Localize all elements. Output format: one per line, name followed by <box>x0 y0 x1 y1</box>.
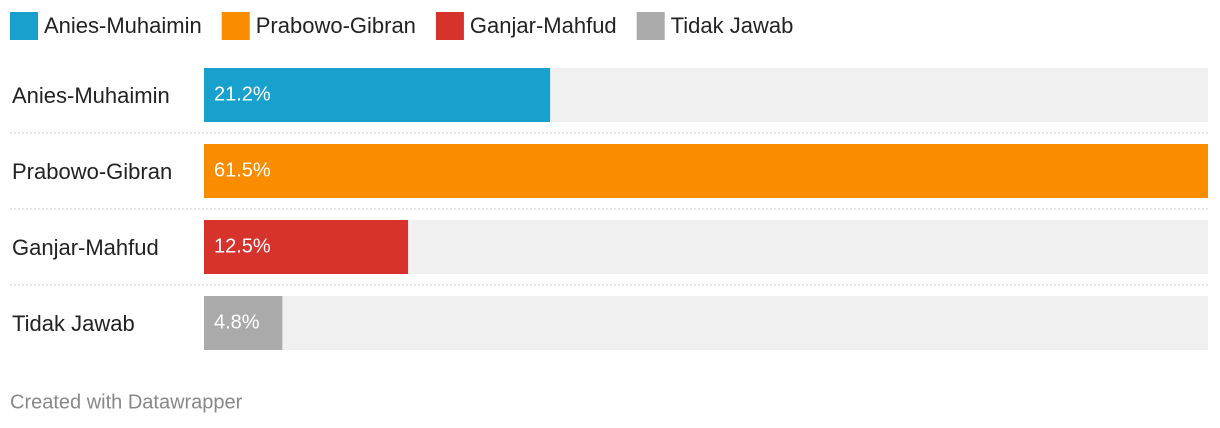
legend-swatch <box>435 12 464 40</box>
legend-label: Ganjar-Mahfud <box>470 13 617 38</box>
category-label: Ganjar-Mahfud <box>12 235 159 260</box>
legend-label: Tidak Jawab <box>671 13 794 38</box>
legend-swatch <box>221 12 250 40</box>
category-label: Anies-Muhaimin <box>12 83 170 108</box>
bar <box>204 296 283 350</box>
value-label: 12.5% <box>214 235 271 257</box>
category-label: Tidak Jawab <box>12 311 135 336</box>
footer: Created with Datawrapper <box>10 391 243 413</box>
bar <box>204 68 551 122</box>
value-label: 61.5% <box>214 159 271 181</box>
legend-label: Anies-Muhaimin <box>44 13 202 38</box>
bar <box>204 144 1208 198</box>
legend-swatch <box>10 12 38 40</box>
legend-swatch <box>636 12 665 40</box>
value-label: 21.2% <box>214 83 271 105</box>
category-label: Prabowo-Gibran <box>12 159 172 184</box>
bar-track <box>204 296 1208 350</box>
legend-label: Prabowo-Gibran <box>256 13 416 38</box>
bar <box>204 220 409 274</box>
value-label: 4.8% <box>214 311 260 333</box>
